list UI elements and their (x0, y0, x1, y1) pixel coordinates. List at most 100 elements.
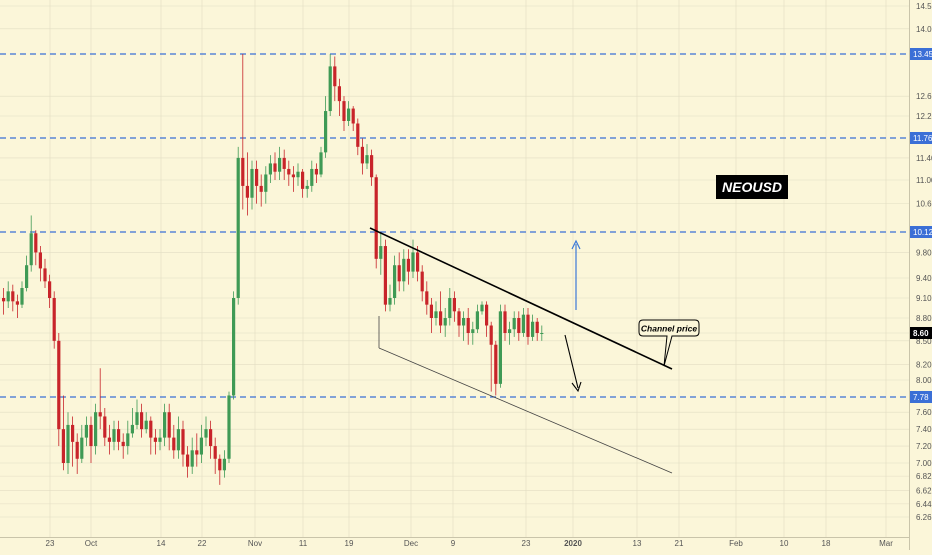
candle (130, 408, 134, 438)
candle-body (227, 395, 231, 459)
candle-body (172, 437, 176, 451)
price-badges: 13.45 11.76 10.12 7.78 8.60 (910, 48, 932, 403)
candle (264, 166, 268, 204)
candle (38, 246, 42, 282)
candle-body (314, 168, 318, 175)
candles (2, 54, 544, 485)
x-tick-label: Oct (85, 539, 98, 548)
x-tick-label: 19 (345, 539, 354, 548)
candle-body (34, 233, 38, 253)
candle-body (301, 171, 305, 189)
candle-body (222, 458, 226, 471)
candle-body (130, 424, 134, 434)
candle (305, 180, 309, 198)
x-tick-label: 23 (46, 539, 55, 548)
candle (107, 424, 111, 455)
candle (29, 215, 33, 272)
candle-body (388, 298, 392, 305)
candle (84, 416, 88, 447)
channel-price-callout (638, 319, 700, 367)
candle-body (402, 258, 406, 282)
candle (429, 298, 433, 333)
channel-price-label: Channel price (641, 324, 697, 334)
candle-body (52, 298, 56, 341)
candle-body (521, 314, 525, 333)
y-axis: 14.50 14.00 12.60 12.20 11.40 11.00 10.60 9.80 9… (916, 2, 932, 522)
candle-body (498, 311, 502, 384)
candle-body (167, 412, 171, 438)
candle-body (310, 168, 314, 186)
y-tick-label: 8.50 (916, 337, 932, 346)
level-badge-label: 13.45 (913, 50, 932, 59)
candle (89, 416, 93, 463)
candle (328, 54, 332, 116)
candle-body (466, 318, 470, 333)
candle (282, 149, 286, 180)
candle-body (25, 265, 29, 288)
candle (66, 412, 70, 474)
x-tick-label: 13 (633, 539, 642, 548)
candle-body (98, 412, 102, 417)
y-tick-label: 12.20 (916, 112, 932, 121)
candle-body (480, 304, 484, 312)
candle-body (287, 168, 291, 175)
candle-body (15, 301, 19, 305)
candle-body (351, 108, 355, 124)
candle-body (489, 325, 493, 345)
candle (71, 416, 75, 467)
candle (245, 152, 249, 216)
candle-body (153, 437, 157, 442)
candle-body (337, 86, 341, 102)
candle (521, 308, 525, 337)
candle (75, 433, 79, 474)
candle-body (425, 291, 429, 305)
candle (121, 433, 125, 459)
y-tick-label: 6.26 (916, 513, 932, 522)
x-tick-label: 14 (157, 539, 166, 548)
candle (383, 239, 387, 312)
candle-body (273, 163, 277, 172)
candle-body (517, 318, 521, 333)
candle (425, 281, 429, 315)
candle (457, 308, 461, 337)
candle (531, 314, 535, 341)
candle (379, 233, 383, 275)
y-tick-label: 6.62 (916, 487, 932, 496)
y-tick-label: 14.00 (916, 25, 932, 34)
candle-body (29, 233, 33, 266)
candle-body (503, 311, 507, 333)
candle (236, 146, 240, 305)
candle (356, 118, 360, 156)
x-tick-label: 18 (822, 539, 831, 548)
candle-body (250, 168, 254, 198)
symbol-badge (716, 175, 788, 199)
candle (181, 420, 185, 467)
candle-body (2, 298, 6, 302)
candle-body (199, 437, 203, 455)
candle (278, 146, 282, 180)
candle-body (103, 416, 107, 438)
candle-body (245, 185, 249, 198)
candle (485, 301, 489, 337)
candle-body (374, 177, 378, 259)
candle (475, 304, 479, 333)
candle-body (475, 311, 479, 330)
y-tick-label: 9.40 (916, 274, 932, 283)
candle (117, 420, 121, 451)
candle (80, 424, 84, 463)
candle (443, 308, 447, 337)
candle-body (94, 412, 98, 447)
candle-body (218, 458, 222, 471)
candle-body (406, 258, 410, 272)
candle-body (462, 318, 466, 326)
level-badge-label: 11.76 (913, 134, 932, 143)
candle-body (43, 268, 47, 282)
candle (186, 446, 190, 478)
candle-body (195, 450, 199, 455)
candle (448, 288, 452, 326)
candle-body (135, 412, 139, 425)
candle (420, 265, 424, 302)
candle (296, 163, 300, 186)
candle-body (526, 314, 530, 337)
